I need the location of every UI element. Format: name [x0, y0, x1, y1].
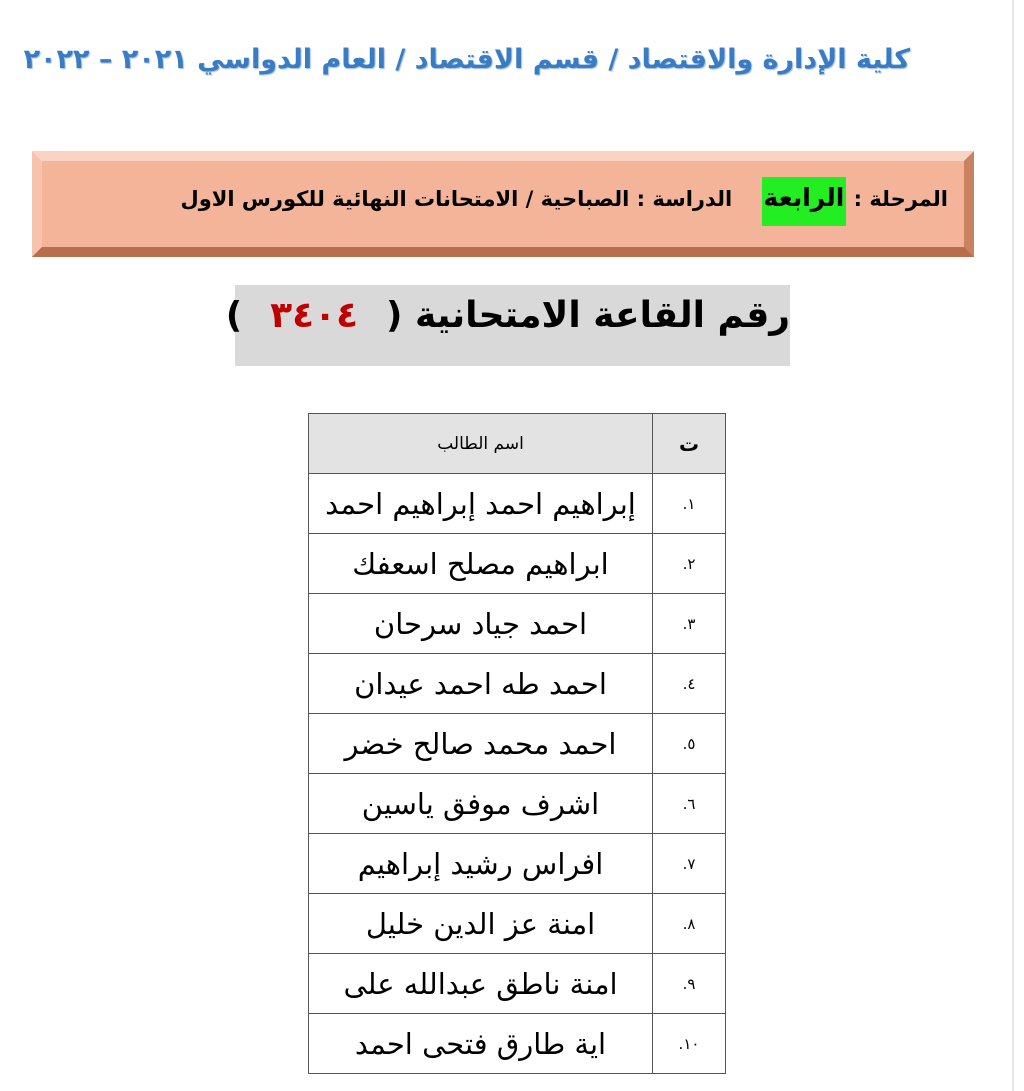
table-row: ٨. امنة عز الدين خليل — [308, 893, 726, 954]
table-row: ١٠. اية طارق فتحى احمد — [308, 1013, 726, 1074]
header-name: اسم الطالب — [308, 413, 653, 474]
student-name: امنة ناطق عبدالله على — [308, 953, 653, 1014]
stage-value: الرابعة — [761, 177, 847, 226]
row-number: ١. — [652, 473, 726, 534]
row-number: ٢. — [652, 533, 726, 594]
table-header-row: ت اسم الطالب — [308, 413, 726, 474]
exam-room-heading: رقم القاعة الامتحانية (٣٤٠٤) — [226, 295, 790, 336]
student-name: احمد محمد صالح خضر — [308, 713, 653, 774]
room-label: رقم القاعة الامتحانية — [415, 295, 790, 336]
student-name: ابراهيم مصلح اسعفك — [308, 533, 653, 594]
table-row: ١. إبراهيم احمد إبراهيم احمد — [308, 473, 726, 534]
exam-room-box: رقم القاعة الامتحانية (٣٤٠٤) — [226, 285, 790, 366]
student-name: اية طارق فتحى احمد — [308, 1013, 653, 1074]
student-name: إبراهيم احمد إبراهيم احمد — [308, 473, 653, 534]
row-number: ٦. — [652, 773, 726, 834]
students-table: ت اسم الطالب ١. إبراهيم احمد إبراهيم احمد… — [308, 413, 726, 1074]
table-row: ٤. احمد طه احمد عيدان — [308, 653, 726, 714]
student-name: اشرف موفق ياسين — [308, 773, 653, 834]
header-num: ت — [652, 413, 726, 474]
room-open-paren: ( — [386, 295, 403, 336]
table-row: ٥. احمد محمد صالح خضر — [308, 713, 726, 774]
row-number: ٨. — [652, 893, 726, 954]
stage-banner: المرحلة : الرابعة الدراسة : الصباحية / ا… — [32, 151, 974, 257]
student-name: احمد جياد سرحان — [308, 593, 653, 654]
room-number: ٣٤٠٤ — [270, 295, 359, 336]
table-row: ٢. ابراهيم مصلح اسعفك — [308, 533, 726, 594]
row-number: ٣. — [652, 593, 726, 654]
row-number: ٥. — [652, 713, 726, 774]
room-close-paren: ) — [225, 295, 243, 336]
table-row: ٧. افراس رشيد إبراهيم — [308, 833, 726, 894]
table-row: ٦. اشرف موفق ياسين — [308, 773, 726, 834]
table-row: ٩. امنة ناطق عبدالله على — [308, 953, 726, 1014]
row-number: ٧. — [652, 833, 726, 894]
row-number: ٤. — [652, 653, 726, 714]
document-title: كلية الإدارة والاقتصاد / قسم الاقتصاد / … — [23, 44, 910, 75]
page-edge — [1012, 0, 1014, 1091]
student-name: امنة عز الدين خليل — [308, 893, 653, 954]
row-number: ٩. — [652, 953, 726, 1014]
stage-label: المرحلة : — [853, 187, 948, 211]
table-row: ٣. احمد جياد سرحان — [308, 593, 726, 654]
study-text: الدراسة : الصباحية / الامتحانات النهائية… — [180, 187, 733, 211]
row-number: ١٠. — [652, 1013, 726, 1074]
student-name: احمد طه احمد عيدان — [308, 653, 653, 714]
banner-text: المرحلة : الرابعة الدراسة : الصباحية / ا… — [180, 177, 948, 226]
student-name: افراس رشيد إبراهيم — [308, 833, 653, 894]
